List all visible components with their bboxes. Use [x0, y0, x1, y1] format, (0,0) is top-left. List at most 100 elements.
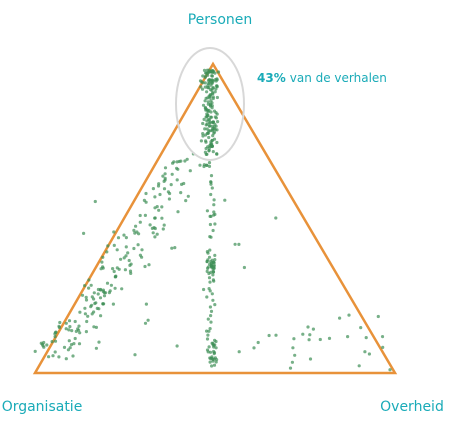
dot [209, 104, 213, 108]
dot [168, 191, 172, 196]
dot [201, 121, 205, 126]
dot [214, 339, 218, 344]
dot [214, 346, 218, 350]
dot [144, 302, 148, 306]
dot [138, 220, 142, 224]
dot [66, 348, 70, 352]
dot [209, 309, 214, 313]
label-left: Organisatie [2, 399, 83, 415]
dot [308, 333, 312, 337]
dot [175, 166, 179, 170]
dot [292, 337, 296, 341]
dot [212, 131, 216, 135]
dot [84, 330, 88, 334]
dot [124, 245, 128, 249]
dot [87, 286, 91, 290]
dot [109, 283, 113, 287]
dot [207, 329, 211, 333]
dot [209, 192, 213, 197]
dot [210, 144, 214, 148]
dot [83, 312, 87, 316]
dot [163, 172, 167, 176]
dot [202, 68, 207, 72]
dot [92, 291, 96, 295]
dot [67, 339, 71, 343]
dot [213, 90, 217, 94]
dot [186, 194, 190, 198]
dot [160, 205, 164, 209]
dot [307, 338, 311, 342]
dot [212, 363, 217, 367]
dot [211, 298, 215, 302]
label-right: Overheid [380, 399, 444, 415]
dot [54, 330, 58, 334]
dot [211, 120, 215, 125]
dot [112, 243, 116, 247]
dot [42, 340, 46, 345]
dot [97, 340, 101, 344]
dot [153, 216, 157, 220]
dot [256, 340, 260, 345]
dot [153, 235, 157, 239]
dot [87, 278, 91, 282]
dot [200, 87, 205, 91]
dot [185, 157, 189, 161]
dot [64, 357, 68, 361]
dot [198, 163, 202, 167]
dot [93, 199, 97, 204]
dot [202, 164, 206, 169]
dot [215, 95, 219, 100]
dot [207, 161, 212, 165]
dot [163, 176, 167, 180]
dot [175, 344, 179, 348]
dot [160, 216, 164, 220]
dot [252, 346, 256, 350]
dot [68, 346, 72, 350]
dot [155, 205, 159, 209]
dot [170, 172, 174, 176]
dot [199, 85, 203, 89]
dot [114, 275, 118, 279]
annotation-text: van de verhalen [290, 71, 387, 85]
dot [111, 302, 115, 306]
dot [64, 321, 68, 325]
dot [72, 342, 76, 346]
dot [367, 352, 371, 356]
dot [204, 139, 208, 143]
dot [102, 302, 106, 306]
dot [212, 137, 217, 141]
dot [216, 120, 220, 124]
dot [206, 131, 210, 135]
dot [210, 292, 214, 296]
dot [274, 333, 278, 337]
dot [359, 326, 363, 330]
dot [327, 336, 332, 340]
dot [205, 90, 209, 94]
dot [162, 223, 166, 227]
dot [211, 260, 216, 264]
dot [84, 295, 88, 299]
dot [53, 350, 57, 354]
dot [381, 345, 385, 349]
dot [364, 336, 368, 340]
dot [209, 214, 213, 218]
dot [175, 178, 179, 182]
dot [89, 283, 93, 287]
dot [301, 332, 305, 336]
dot [206, 251, 210, 255]
dot [132, 228, 136, 232]
dot [204, 74, 208, 78]
dot [83, 284, 87, 288]
dot [67, 328, 71, 332]
dot [161, 174, 165, 178]
dot [106, 244, 110, 248]
dot [201, 81, 205, 85]
dot [86, 314, 90, 318]
dot [213, 212, 217, 216]
dot [205, 337, 210, 341]
dot [212, 203, 216, 207]
dot [67, 319, 72, 323]
label-top: Personen [188, 12, 253, 28]
dot [388, 368, 392, 372]
dot [208, 305, 212, 309]
